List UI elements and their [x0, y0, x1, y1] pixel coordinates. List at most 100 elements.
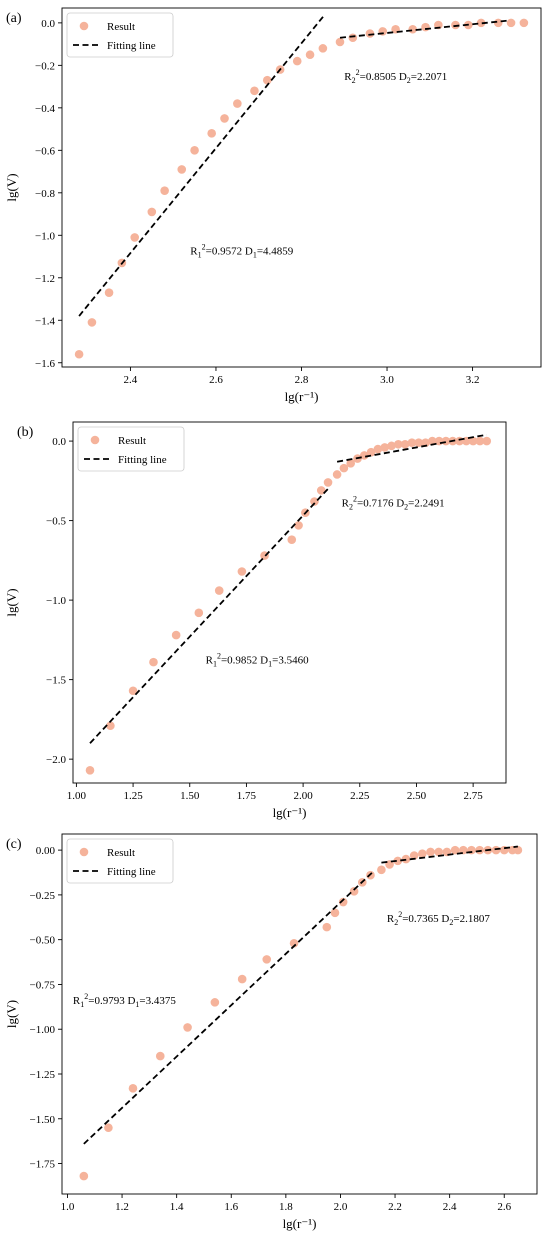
y-tick-label: −0.4	[35, 103, 55, 115]
legend-fit-label: Fitting line	[118, 454, 167, 466]
y-tick-label: −1.25	[30, 1069, 56, 1081]
data-point	[360, 451, 369, 460]
annotation-d-sub: 1	[253, 250, 257, 259]
data-point	[233, 99, 242, 108]
data-point	[171, 630, 181, 640]
data-point	[458, 845, 468, 855]
plot-frame	[61, 7, 542, 368]
data-point	[426, 847, 435, 857]
data-point	[74, 349, 84, 359]
annotation-r-label: R	[206, 655, 214, 667]
annotation-d-sub: 2	[407, 76, 411, 85]
data-point	[183, 1023, 192, 1032]
data-point	[409, 851, 419, 860]
x-tick-label: 1.6	[224, 1201, 238, 1213]
data-point	[468, 436, 478, 446]
data-point	[207, 129, 216, 138]
y-tick-label: −0.6	[35, 145, 55, 157]
x-tick-label: 2.75	[464, 790, 484, 802]
data-point	[475, 436, 485, 446]
data-point	[373, 444, 383, 454]
x-tick-label: 3.2	[466, 374, 480, 386]
annotation-d-sub: 1	[135, 1000, 139, 1009]
y-tick-label: −1.50	[30, 1114, 56, 1126]
fit-annotation: R22=0.8505 D2=2.2071	[344, 68, 447, 85]
data-point	[482, 436, 492, 446]
legend-fit-label: Fitting line	[107, 40, 156, 52]
annotation-r-value: =0.9852	[221, 655, 260, 667]
annotation-r-sup: 2	[217, 652, 221, 661]
data-point	[155, 1051, 165, 1061]
data-point	[289, 938, 299, 948]
data-point	[377, 865, 386, 875]
annotation-d-value: =4.4859	[257, 245, 294, 257]
data-point	[418, 849, 427, 859]
annotation-d-label: D	[245, 245, 253, 257]
fit-annotation: R22=0.7176 D2=2.2491	[342, 494, 445, 511]
panel-label: (a)	[6, 11, 22, 26]
data-point	[414, 438, 424, 447]
data-point	[428, 436, 437, 446]
annotation-r-sub: 1	[80, 1000, 84, 1009]
annotation-r-value: =0.9572	[206, 245, 245, 257]
data-point	[366, 447, 376, 457]
y-axis-label: lg(V)	[4, 588, 19, 616]
y-tick-label: −0.25	[30, 890, 56, 902]
fit-annotation: R12=0.9852 D1=3.5460	[206, 652, 309, 669]
data-point	[287, 535, 297, 544]
y-tick-label: −1.75	[30, 1159, 56, 1171]
panel-b: 1.00 1.25 1.50 1.75 2.00 2.25 2.50 2.75 0.0 −0.5 −…	[4, 421, 507, 820]
data-point	[262, 75, 272, 85]
data-point	[380, 443, 390, 452]
annotation-r-sup: 2	[356, 68, 360, 77]
legend-marker	[79, 847, 89, 857]
annotation-d-value: =2.1807	[453, 913, 490, 925]
x-tick-label: 2.4	[124, 374, 138, 386]
data-point	[106, 721, 115, 731]
legend-result-label: Result	[107, 847, 135, 859]
legend-result-label: Result	[118, 435, 146, 447]
data-point	[294, 521, 303, 530]
fitting-line	[89, 488, 329, 744]
plot-frame	[72, 421, 507, 784]
data-point	[250, 86, 259, 96]
data-point	[214, 586, 224, 595]
annotation-r-sup: 2	[202, 242, 206, 251]
x-tick-label: 1.75	[237, 790, 257, 802]
annotation-r-sub: 2	[394, 918, 398, 927]
panel-label: (b)	[17, 425, 34, 440]
annotation-d-label: D	[441, 913, 449, 925]
y-tick-label: −2.0	[46, 754, 66, 766]
annotation-d-label: D	[127, 995, 135, 1007]
annotation-d-sub: 2	[404, 502, 408, 511]
data-point	[434, 847, 444, 857]
data-point	[237, 974, 247, 984]
annotation-r-label: R	[73, 995, 81, 1007]
x-tick-label: 1.0	[61, 1201, 75, 1213]
data-point	[421, 438, 430, 447]
x-tick-label: 1.00	[67, 790, 87, 802]
x-tick-label: 2.0	[334, 1201, 348, 1213]
annotation-r-sup: 2	[398, 910, 402, 919]
data-point	[330, 908, 340, 918]
data-point	[128, 686, 138, 696]
panel-label: (c)	[6, 837, 22, 852]
data-point	[491, 845, 501, 855]
y-tick-label: −0.75	[30, 979, 56, 991]
data-point	[450, 845, 460, 855]
data-point	[493, 18, 503, 28]
y-tick-label: −0.2	[35, 60, 55, 72]
x-tick-label: 2.6	[497, 1201, 511, 1213]
data-point	[387, 441, 396, 451]
y-tick-label: −1.0	[46, 595, 66, 607]
data-point	[323, 478, 333, 487]
data-point	[220, 114, 229, 123]
data-point	[407, 438, 417, 447]
legend-fit-label: Fitting line	[107, 866, 156, 878]
y-tick-label: −1.0	[35, 230, 55, 242]
annotation-r-sup: 2	[84, 992, 88, 1001]
data-point	[394, 439, 403, 449]
annotation-r-sub: 2	[349, 502, 353, 511]
x-tick-label: 3.0	[380, 374, 394, 386]
